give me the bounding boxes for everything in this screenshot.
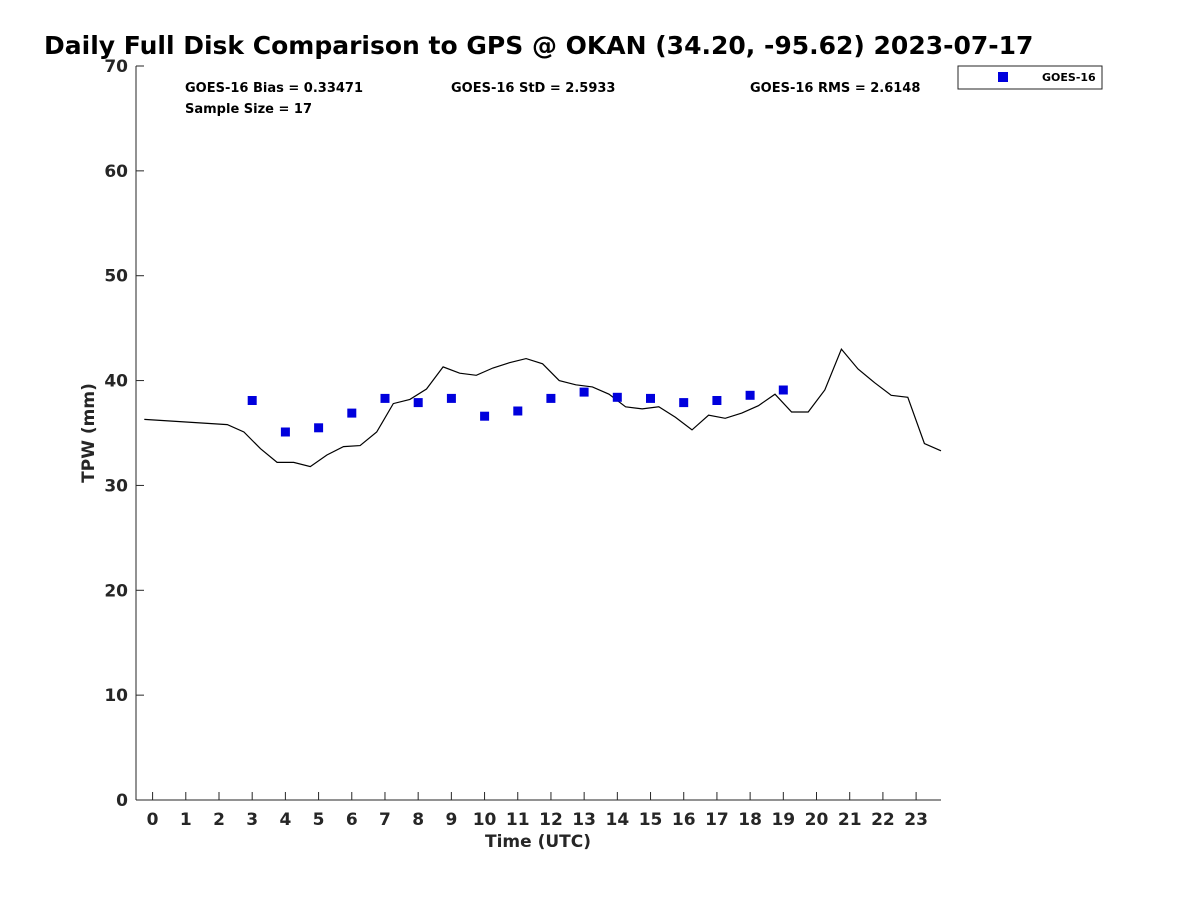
x-tick-label: 0 — [147, 810, 159, 830]
goes16-point — [712, 396, 722, 405]
goes16-point — [513, 406, 523, 416]
goes16-point — [413, 398, 423, 408]
goes16-point — [646, 393, 655, 403]
x-tick-label: 7 — [379, 810, 391, 830]
y-tick-label: 60 — [104, 162, 128, 182]
legend-marker-goes16 — [998, 72, 1008, 82]
goes16-point — [380, 393, 390, 403]
goes16-point — [480, 411, 490, 421]
x-tick-label: 8 — [412, 810, 424, 830]
y-tick-label: 0 — [116, 791, 128, 811]
goes16-point — [247, 396, 257, 405]
y-tick-label: 20 — [104, 581, 128, 601]
x-axis-label: Time (UTC) — [485, 832, 591, 852]
x-tick-label: 19 — [771, 810, 795, 830]
legend-label-goes16: GOES-16 — [1042, 71, 1096, 84]
x-tick-label: 4 — [279, 810, 291, 830]
sample-size-stat: Sample Size = 17 — [185, 102, 312, 117]
x-tick-label: 6 — [346, 810, 358, 830]
goes16-point — [347, 408, 357, 418]
legend-box — [957, 65, 1103, 90]
rms-stat: GOES-16 RMS = 2.6148 — [750, 81, 920, 96]
goes16-point — [679, 398, 689, 408]
chart-title: Daily Full Disk Comparison to GPS @ OKAN… — [44, 31, 1033, 60]
bias-stat: GOES-16 Bias = 0.33471 — [185, 81, 363, 96]
goes16-point — [314, 423, 324, 433]
y-tick-label: 10 — [104, 686, 128, 706]
std-stat: GOES-16 StD = 2.5933 — [451, 81, 615, 96]
x-tick-label: 1 — [180, 810, 192, 830]
goes16-point — [778, 385, 788, 395]
y-tick-label: 30 — [104, 476, 128, 496]
y-axis-label: TPW (mm) — [79, 383, 99, 483]
plot-marks — [144, 347, 942, 468]
goes16-point — [446, 393, 456, 403]
x-tick-label: 22 — [871, 810, 895, 830]
goes16-point — [579, 387, 589, 397]
x-tick-label: 12 — [539, 810, 563, 830]
x-tick-label: 18 — [738, 810, 762, 830]
x-tick-label: 3 — [246, 810, 258, 830]
y-tick-label: 40 — [104, 372, 128, 392]
x-tick-label: 11 — [506, 810, 530, 830]
y-tick-label: 70 — [104, 57, 128, 77]
x-tick-label: 20 — [805, 810, 829, 830]
x-tick-label: 2 — [213, 810, 225, 830]
x-tick-label: 5 — [313, 810, 325, 830]
x-tick-label: 14 — [606, 810, 630, 830]
x-tick-label: 16 — [672, 810, 696, 830]
goes16-point — [280, 427, 290, 437]
x-tick-label: 17 — [705, 810, 729, 830]
x-tick-label: 21 — [838, 810, 862, 830]
x-tick-label: 13 — [572, 810, 596, 830]
x-tick-label: 15 — [639, 810, 663, 830]
goes16-point — [612, 392, 622, 402]
axes: 0 1 2 3 4 5 6 7 8 9 10 11 12 13 14 15 16 17 18 19 20 21 22 2301… — [104, 57, 941, 830]
y-tick-label: 50 — [104, 267, 128, 287]
goes16-point — [546, 393, 556, 403]
x-tick-label: 10 — [473, 810, 497, 830]
gps-tpw-line — [144, 347, 942, 468]
goes16-point — [745, 390, 755, 400]
x-tick-label: 23 — [904, 810, 928, 830]
x-tick-label: 9 — [445, 810, 457, 830]
